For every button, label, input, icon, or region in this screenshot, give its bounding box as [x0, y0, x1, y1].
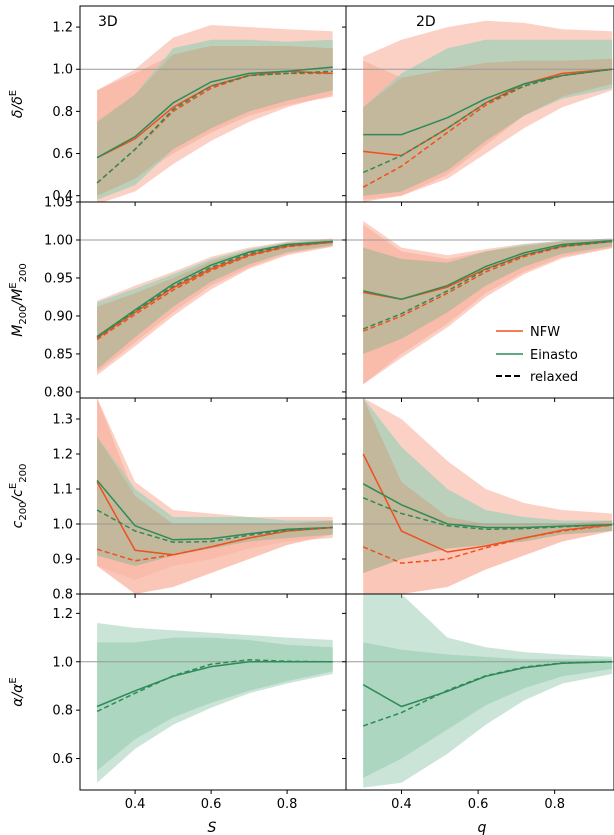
band-overlap-region [363, 398, 613, 573]
panel-row1-col2: 2D [342, 5, 614, 206]
x-tick-label: 0.6 [201, 797, 222, 812]
nfw-relaxed-line [362, 524, 613, 564]
panel-plot-area [80, 238, 346, 376]
y-tick-label: 1.00 [44, 233, 73, 248]
einasto-relaxed-line [362, 240, 613, 330]
legend-relaxed-label: relaxed [530, 370, 578, 385]
panels-group: 0.4 0.6 0.8 1.0 1.2 3D δ/δE 2D 0.80 0.85 0.90 0.95 1… [8, 5, 614, 812]
nfw-relaxed-line [362, 68, 613, 188]
panel-row3-col2 [342, 397, 614, 598]
panel-label: 3D [98, 14, 118, 30]
panel-label: 2D [416, 14, 436, 30]
einasto-scatter-band [97, 637, 333, 771]
y-tick-label: 1.0 [52, 655, 73, 670]
nfw-relaxed-line [96, 526, 333, 562]
panel-plot-area [80, 25, 346, 202]
x-tick-label: 0.4 [125, 797, 146, 812]
y-tick-label: 1.2 [52, 21, 73, 36]
y-tick-label: 1.2 [52, 607, 73, 622]
y-tick-label: 1.05 [44, 196, 73, 211]
einasto-relaxed-line [362, 661, 613, 727]
panel-plot-area [346, 221, 614, 385]
nfw-line [362, 453, 613, 553]
panel-plot-area [346, 594, 614, 788]
band-overlap-region [363, 58, 613, 196]
x-tick-label: 0.8 [544, 797, 565, 812]
panel-row1-col1: 0.4 0.6 0.8 1.0 1.2 3D δ/δE [8, 5, 347, 206]
panel-plot-area [346, 20, 614, 202]
x-tick-label: 0.4 [391, 797, 412, 812]
einasto-scatter-band [363, 642, 613, 778]
panel-row4-col2: 0.4 0.6 0.8 [342, 593, 614, 812]
y-tick-label: 0.6 [52, 752, 73, 767]
einasto-relaxed-line [96, 70, 333, 184]
panel-plot-area [80, 398, 346, 594]
y-axis-label: δ/δE [8, 90, 26, 118]
y-axis-label: M200/ME200 [8, 263, 29, 336]
y-tick-label: 1.0 [52, 518, 73, 533]
y-tick-label: 0.8 [52, 588, 73, 603]
panel-frame [345, 593, 614, 791]
panel-row2-col1: 0.80 0.85 0.90 0.95 1.00 1.05 M200/ME200 [8, 196, 347, 402]
einasto-line [96, 479, 333, 541]
y-tick-label: 0.95 [44, 271, 73, 286]
panel-row3-col1: 0.8 0.9 1.0 1.1 1.2 1.3 c200/cE200 [8, 397, 347, 603]
y-tick-label: 1.3 [52, 413, 73, 428]
band-overlap-region [97, 46, 333, 196]
x-axis-label-left: S [208, 820, 217, 835]
x-tick-label: 0.8 [277, 797, 298, 812]
legend: NFW Einasto relaxed [496, 325, 578, 385]
einasto-line [363, 68, 613, 136]
legend-nfw-label: NFW [530, 325, 560, 340]
einasto-line [96, 240, 333, 338]
nfw-line [96, 241, 333, 339]
y-tick-label: 0.8 [52, 704, 73, 719]
x-axis-label-right: q [478, 820, 487, 835]
panel-plot-area [80, 623, 346, 783]
y-tick-label: 1.1 [52, 483, 73, 498]
einasto-line [96, 66, 333, 159]
einasto-relaxed-line [96, 659, 333, 713]
y-tick-label: 0.80 [44, 385, 73, 400]
y-tick-label: 0.85 [44, 347, 73, 362]
y-tick-label: 0.90 [44, 309, 73, 324]
y-tick-label: 0.6 [52, 147, 73, 162]
einasto-relaxed-line [96, 509, 333, 543]
panel-plot-area [346, 398, 614, 594]
y-tick-label: 1.2 [52, 448, 73, 463]
legend-einasto-label: Einasto [530, 348, 578, 363]
y-axis-label: c200/cE200 [8, 464, 29, 529]
einasto-relaxed-line [362, 68, 613, 174]
y-tick-label: 0.4 [52, 189, 73, 204]
y-tick-label: 1.0 [52, 63, 73, 78]
einasto-line [96, 661, 333, 708]
y-tick-label: 0.8 [52, 105, 73, 120]
panel-row4-col1: 0.6 0.8 1.0 1.2 0.4 0.6 0.8 α/αE [8, 593, 347, 812]
einasto-line [363, 239, 613, 300]
band-overlap-region [363, 239, 613, 354]
y-axis-label: α/αE [8, 677, 26, 707]
y-tick-label: 0.9 [52, 553, 73, 568]
x-tick-label: 0.6 [468, 797, 489, 812]
einasto-relaxed-line [362, 497, 613, 531]
